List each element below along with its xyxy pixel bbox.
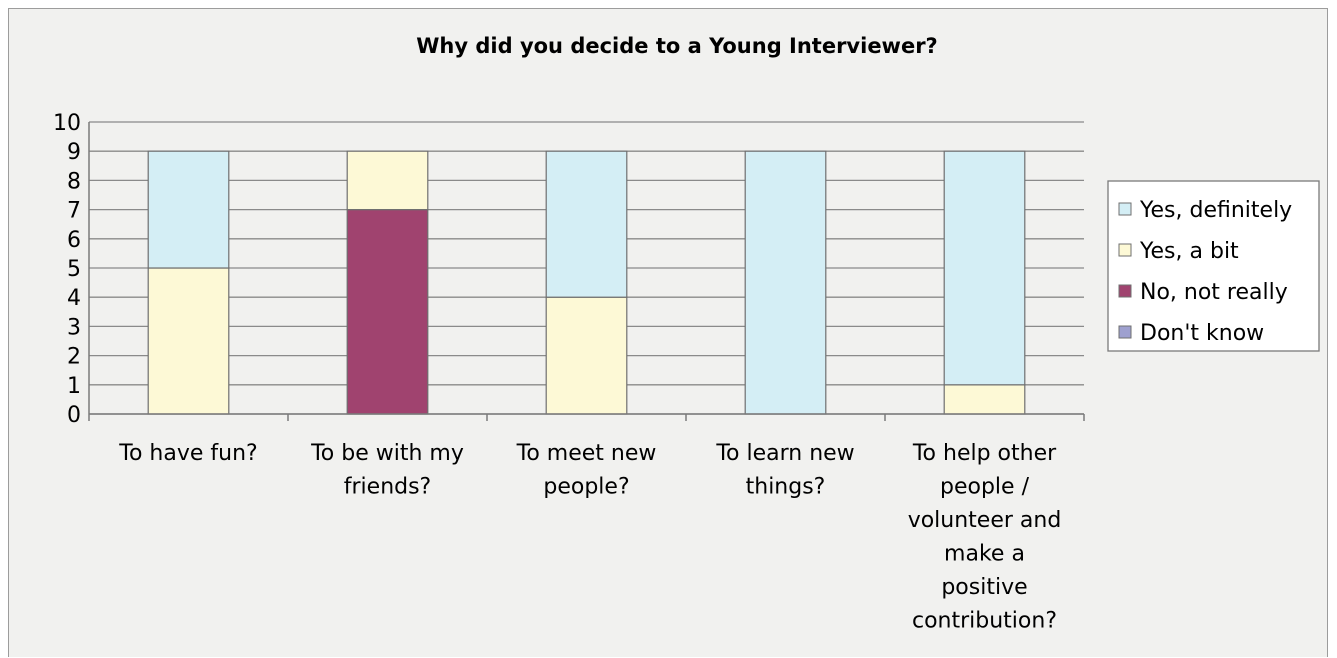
chart-area: Why did you decide to a Young Interviewe… bbox=[8, 8, 1328, 657]
y-tick-label: 5 bbox=[67, 257, 81, 282]
x-category-label: To be with my friends? bbox=[310, 441, 464, 500]
x-category-label: To learn new things? bbox=[715, 441, 854, 500]
y-tick-label: 0 bbox=[67, 403, 81, 428]
legend-swatch bbox=[1118, 284, 1132, 298]
bars bbox=[147, 150, 1026, 415]
legend-swatch bbox=[1118, 325, 1132, 339]
bar-segment bbox=[346, 150, 429, 211]
legend-swatch bbox=[1118, 202, 1132, 216]
y-tick-label: 8 bbox=[67, 169, 81, 194]
y-tick-label: 6 bbox=[67, 228, 81, 253]
axes bbox=[88, 122, 1085, 421]
legend-label: Yes, definitely bbox=[1139, 198, 1292, 223]
bar-segment bbox=[147, 150, 230, 269]
y-tick-label: 2 bbox=[67, 345, 81, 370]
bar-segment bbox=[943, 384, 1026, 415]
legend-swatch bbox=[1118, 243, 1132, 257]
y-axis-ticks: 0 1 2 3 4 5 6 7 8 9 10 bbox=[53, 111, 81, 428]
x-category-label: To meet new people? bbox=[516, 441, 657, 500]
y-tick-label: 10 bbox=[53, 111, 81, 136]
stacked-bar-chart: Why did you decide to a Young Interviewe… bbox=[53, 34, 1320, 634]
x-axis-categories: To have fun? To be with my friends? To meet… bbox=[118, 441, 1061, 634]
bar-segment bbox=[744, 150, 827, 415]
legend-box bbox=[1107, 180, 1320, 352]
bar-segment bbox=[545, 150, 628, 298]
y-tick-label: 1 bbox=[67, 374, 81, 399]
bar-segment bbox=[346, 209, 429, 415]
y-tick-label: 9 bbox=[67, 140, 81, 165]
y-tick-label: 4 bbox=[67, 286, 81, 311]
bar-segment bbox=[943, 150, 1026, 386]
legend-label: No, not really bbox=[1140, 280, 1288, 305]
legend: Yes, definitely Yes, a bit No, not really D… bbox=[1107, 180, 1320, 352]
y-tick-label: 7 bbox=[67, 199, 81, 224]
y-tick-label: 3 bbox=[67, 315, 81, 340]
legend-label: Don't know bbox=[1140, 321, 1264, 346]
x-category-label: To have fun? bbox=[118, 441, 257, 466]
legend-label: Yes, a bit bbox=[1139, 239, 1239, 264]
chart-title: Why did you decide to a Young Interviewe… bbox=[416, 34, 938, 58]
bar-segment bbox=[545, 296, 628, 415]
bar-segment bbox=[147, 267, 230, 415]
x-category-label: To help other people / volunteer and make a… bbox=[908, 441, 1062, 634]
